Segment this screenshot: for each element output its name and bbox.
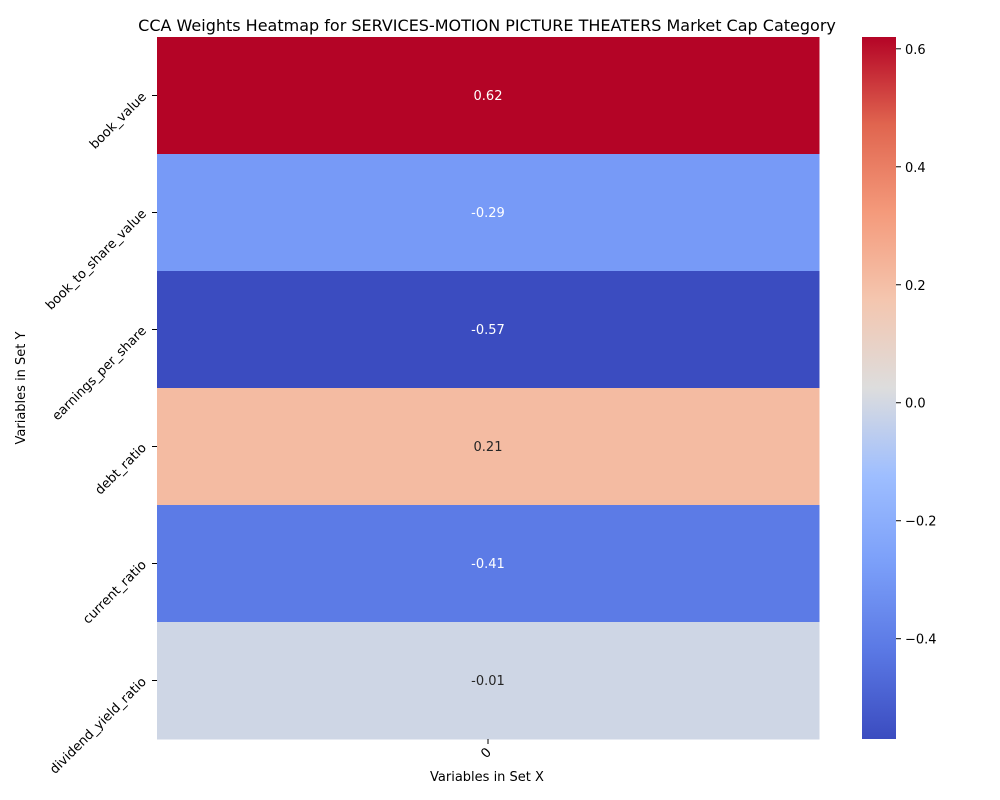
x-axis-ticks: 0 [478,739,495,762]
x-tick-label: 0 [478,745,494,761]
cell-annotation: -0.41 [471,557,505,572]
colorbar-ticks: −0.4 −0.2 0.0 0.2 0.4 0.6 [896,43,937,648]
heatmap-cell [157,154,820,272]
colorbar [862,37,896,739]
heatmap-cell [157,388,820,506]
y-tick-label: current_ratio [80,558,150,628]
chart-title: CCA Weights Heatmap for SERVICES-MOTION … [138,16,836,35]
heatmap-cell [157,37,820,155]
y-tick-label: dividend_yield_ratio [47,675,150,778]
y-tick-label: book_to_share_value [43,207,150,314]
y-tick-label: earnings_per_share [50,324,150,424]
colorbar-tick-label: −0.4 [905,633,937,648]
heatmap-cells: 0.62 -0.29 -0.57 0.21 -0.41 -0.01 [157,37,820,740]
heatmap-cell [157,271,820,389]
cell-annotation: 0.21 [474,440,503,455]
cell-annotation: -0.01 [471,674,505,689]
y-axis-ticks: book_value book_to_share_valueearnings_pe… [43,90,157,778]
y-tick-label: debt_ratio [92,441,149,498]
colorbar-tick-label: 0.0 [905,397,926,412]
colorbar-tick-label: 0.2 [905,279,926,294]
colorbar-tick-label: 0.4 [905,161,926,176]
heatmap-cell [157,622,820,740]
colorbar-tick-label: 0.6 [905,43,926,58]
colorbar-tick-label: −0.2 [905,515,937,530]
x-axis-label: Variables in Set X [430,770,544,785]
heatmap-cell [157,505,820,623]
y-tick-label: book_value [87,90,150,153]
cell-annotation: -0.29 [471,206,505,221]
cell-annotation: -0.57 [471,323,505,338]
y-axis-label: Variables in Set Y [14,331,29,444]
cell-annotation: 0.62 [474,89,503,104]
